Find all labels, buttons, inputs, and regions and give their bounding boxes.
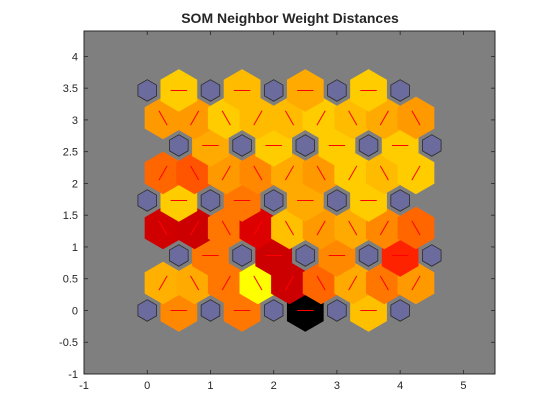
y-tick-label: 0 — [72, 305, 78, 317]
distance-line — [411, 220, 421, 236]
x-tick-label: 1 — [207, 380, 213, 392]
x-tick-label: 4 — [397, 380, 403, 392]
distance-line — [379, 220, 389, 236]
neuron-marker — [327, 79, 347, 102]
neuron-marker — [169, 134, 189, 157]
x-tick-label: 3 — [334, 380, 340, 392]
distance-line — [348, 220, 358, 236]
neuron-marker — [169, 244, 189, 267]
neuron-marker — [232, 134, 252, 157]
neuron-marker — [200, 299, 221, 322]
neuron-marker — [358, 134, 379, 157]
y-tick-label: 0.5 — [63, 274, 78, 286]
distance-line — [158, 220, 168, 236]
x-tick-label: -1 — [79, 380, 89, 392]
neuron-marker — [263, 189, 284, 212]
distance-line — [411, 110, 421, 126]
distance-line — [284, 220, 295, 236]
neuron-marker — [200, 189, 221, 212]
neuron-marker — [390, 299, 410, 322]
neuron-marker — [295, 244, 316, 267]
distance-line — [221, 275, 231, 291]
distance-line — [379, 275, 389, 291]
distance-line — [411, 165, 421, 181]
y-tick-label: 3 — [72, 115, 78, 127]
distance-line — [411, 275, 421, 291]
distance-line — [316, 110, 326, 126]
distance-line — [190, 275, 200, 291]
distance-line — [284, 110, 295, 126]
distance-cells-layer — [144, 69, 435, 332]
distance-line — [221, 220, 231, 236]
distance-line — [253, 110, 263, 126]
plot-border — [83, 30, 496, 375]
distance-line — [379, 110, 389, 126]
y-tick-label: 2 — [72, 178, 78, 190]
neuron-marker — [422, 134, 442, 157]
distance-line — [221, 110, 231, 126]
y-tick-label: 1 — [72, 242, 78, 254]
distance-line — [316, 165, 326, 181]
distance-line — [253, 220, 263, 236]
y-tick-label: -0.5 — [59, 337, 78, 349]
distance-line — [316, 275, 326, 291]
y-tick-label: -1 — [68, 369, 78, 381]
distance-line — [316, 220, 326, 236]
distance-line — [284, 165, 295, 181]
neuron-marker — [232, 244, 252, 267]
distance-line — [190, 165, 200, 181]
distance-line — [158, 275, 168, 291]
distance-line — [158, 165, 168, 181]
neuron-marker — [137, 79, 157, 102]
distance-line — [158, 110, 168, 126]
distance-line — [348, 275, 358, 291]
y-tick-label: 3.5 — [63, 83, 78, 95]
distance-line — [253, 275, 263, 291]
y-tick-label: 1.5 — [63, 210, 78, 222]
distance-line — [348, 110, 358, 126]
chart-title: SOM Neighbor Weight Distances — [181, 10, 399, 26]
neuron-marker — [137, 299, 157, 322]
neuron-marker — [263, 299, 284, 322]
distance-line — [379, 165, 389, 181]
neuron-marker — [358, 244, 379, 267]
distance-line — [190, 110, 200, 126]
neuron-marker — [327, 189, 347, 212]
distance-line — [253, 165, 263, 181]
neuron-marker — [390, 79, 410, 102]
neuron-marker — [137, 189, 157, 212]
neurons-layer — [137, 79, 442, 322]
distance-line — [284, 275, 295, 291]
neuron-marker — [327, 299, 347, 322]
neuron-marker — [422, 244, 442, 267]
distance-line — [190, 220, 200, 236]
neuron-marker — [390, 189, 410, 212]
y-tick-label: 2.5 — [63, 147, 78, 159]
neuron-marker — [200, 79, 221, 102]
distance-line — [348, 165, 358, 181]
y-tick-label: 4 — [72, 51, 78, 63]
neuron-marker — [263, 79, 284, 102]
x-tick-label: 2 — [271, 380, 277, 392]
x-tick-label: 0 — [144, 380, 150, 392]
distance-line — [221, 165, 231, 181]
neuron-marker — [295, 134, 316, 157]
y-axis: -1 -0.5 0 0.5 1 1.5 2 2.5 3 3.5 4 — [59, 51, 495, 381]
x-tick-label: 5 — [460, 380, 466, 392]
